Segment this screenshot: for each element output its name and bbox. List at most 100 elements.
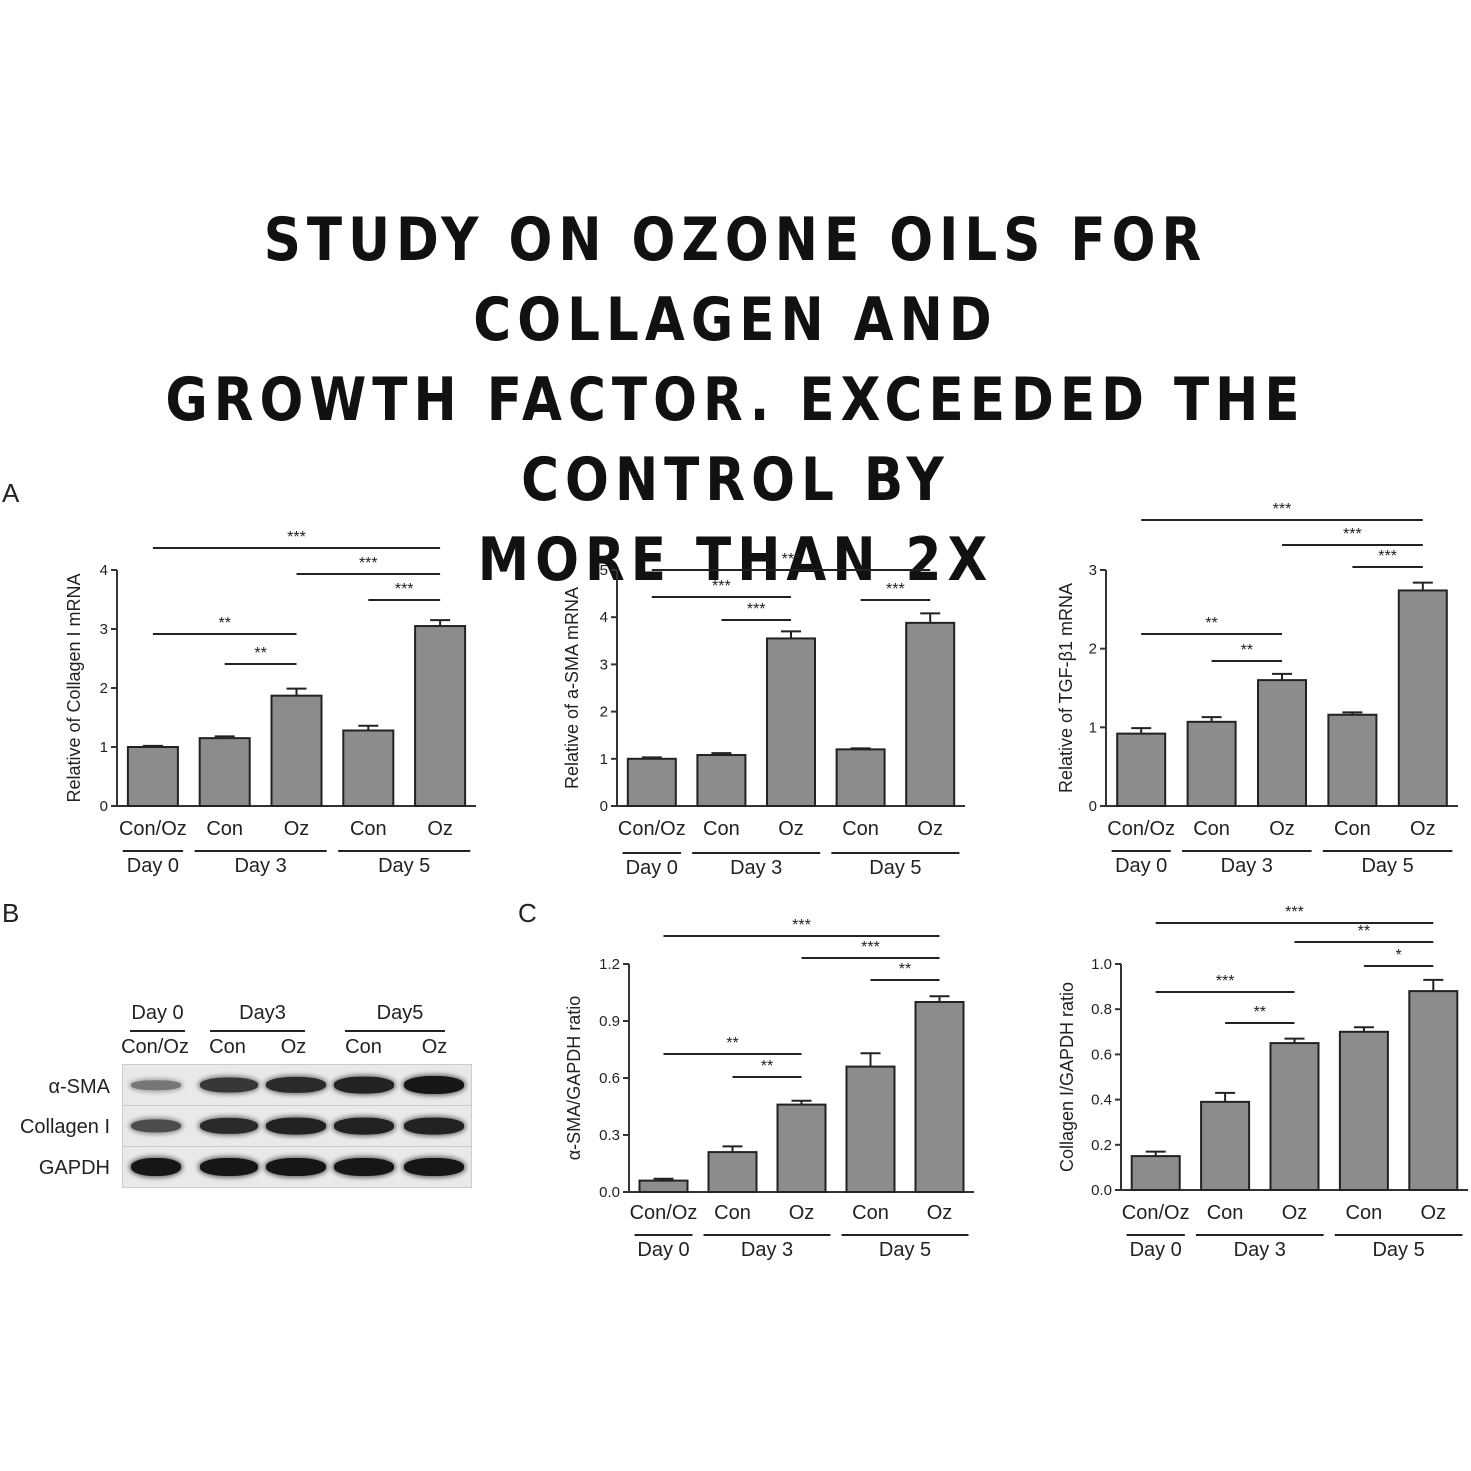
bar: [126, 746, 179, 807]
y-tick-label: 1.0: [1091, 956, 1112, 973]
bar: [905, 621, 956, 808]
bar: [776, 1103, 827, 1193]
blot-row-label: GAPDH: [38, 1157, 110, 1179]
significance-label: **: [218, 615, 230, 632]
blot-lane-label: Con: [209, 1036, 246, 1058]
blot-band: [131, 1119, 181, 1133]
western-blot: Day 0 Day3 Day5 Con/Oz Con Oz Con Oz α-S…: [0, 995, 480, 1225]
y-tick-label: 0.4: [1091, 1092, 1112, 1109]
significance-label: **: [1254, 1004, 1266, 1021]
significance-label: **: [761, 1058, 773, 1075]
blot-lane-label: Con: [345, 1036, 382, 1058]
y-tick-label: 1.2: [599, 956, 620, 973]
significance-label: *: [1395, 947, 1401, 964]
category-label: Con: [842, 818, 879, 840]
y-tick-label: 3: [100, 621, 108, 638]
blot-band: [404, 1117, 464, 1135]
bar: [1327, 713, 1378, 807]
category-label: Con: [1207, 1202, 1244, 1224]
y-tick-label: 0.0: [1091, 1182, 1112, 1199]
blot-band: [404, 1076, 464, 1094]
y-tick-label: 0.0: [599, 1184, 620, 1201]
blot-group-underline: [345, 1030, 445, 1032]
blot-lane-label: Oz: [421, 1036, 448, 1058]
category-label: Con: [350, 818, 387, 840]
category-label: Oz: [427, 818, 453, 840]
significance-label: ***: [1216, 973, 1235, 990]
category-label: Con/Oz: [630, 1202, 698, 1224]
group-label: Day 3: [1234, 1239, 1286, 1261]
group-label: Day 5: [1361, 855, 1413, 877]
headline-line-2: GROWTH FACTOR. EXCEEDED THE CONTROL BY: [165, 365, 1306, 515]
y-tick-label: 0.8: [1091, 1001, 1112, 1018]
category-label: Oz: [1421, 1202, 1447, 1224]
group-label: Day 0: [637, 1239, 689, 1261]
significance-label: **: [1358, 923, 1370, 940]
blot-row-label: Collagen I: [19, 1116, 110, 1138]
group-label: Day 5: [869, 857, 921, 879]
category-label: Con: [703, 818, 740, 840]
group-label: Day 0: [127, 855, 179, 877]
blot-group-underline: [130, 1030, 185, 1032]
group-label: Day 0: [1130, 1239, 1182, 1261]
bar: [1408, 990, 1459, 1191]
bar: [638, 1179, 689, 1193]
category-label: Oz: [1282, 1202, 1308, 1224]
category-label: Con/Oz: [1122, 1202, 1190, 1224]
y-tick-label: 1: [1089, 719, 1097, 736]
bar: [270, 694, 323, 807]
panel-label-a: A: [2, 478, 20, 508]
significance-label: ***: [1378, 548, 1397, 565]
group-label: Day 3: [730, 857, 782, 879]
significance-label: **: [1205, 615, 1217, 632]
blot-row-collagen: [122, 1105, 472, 1147]
category-label: Con/Oz: [119, 818, 187, 840]
headline: STUDY ON OZONE OILS FOR COLLAGEN AND GRO…: [103, 200, 1368, 600]
significance-label: **: [1241, 642, 1253, 659]
y-tick-label: 2: [600, 704, 608, 721]
category-label: Oz: [1410, 818, 1436, 840]
y-axis-label: α-SMA/GAPDH ratio: [564, 996, 584, 1160]
y-tick-label: 3: [600, 656, 608, 673]
bar: [1257, 679, 1307, 808]
group-label: Day 5: [879, 1239, 931, 1261]
significance-label: ***: [792, 917, 811, 934]
blot-lane-label: Con/Oz: [121, 1036, 189, 1058]
blot-band: [334, 1117, 394, 1135]
blot-band: [200, 1117, 258, 1135]
group-label: Day 3: [1221, 855, 1273, 877]
category-label: Con: [206, 818, 243, 840]
y-tick-label: 2: [100, 680, 108, 697]
category-label: Oz: [284, 818, 310, 840]
bar: [414, 625, 467, 807]
category-label: Oz: [927, 1202, 953, 1224]
blot-band: [200, 1077, 258, 1093]
category-label: Con: [1334, 818, 1371, 840]
y-tick-label: 0: [1089, 798, 1097, 815]
bar: [626, 757, 677, 807]
y-tick-label: 0.9: [599, 1013, 620, 1030]
significance-label: **: [899, 961, 911, 978]
bar: [707, 1151, 758, 1193]
headline-line-1: STUDY ON OZONE OILS FOR COLLAGEN AND: [263, 205, 1208, 355]
blot-group-day0: Day 0: [131, 1002, 184, 1024]
category-label: Con: [852, 1202, 889, 1224]
significance-label: **: [254, 645, 266, 662]
blot-band: [266, 1158, 326, 1176]
bar: [766, 637, 816, 807]
y-axis-label: Relative of Collagen I mRNA: [64, 573, 84, 802]
blot-row-gapdh: [122, 1146, 472, 1188]
y-tick-label: 4: [600, 609, 608, 626]
panel-label-b: B: [2, 898, 20, 928]
y-tick-label: 1: [100, 739, 108, 756]
bar: [914, 1001, 965, 1193]
category-label: Oz: [778, 818, 804, 840]
significance-label: ***: [1285, 904, 1304, 921]
category-label: Con/Oz: [618, 818, 686, 840]
y-tick-label: 0: [100, 798, 108, 815]
blot-band: [334, 1158, 394, 1176]
y-tick-label: 0.2: [1091, 1137, 1112, 1154]
bar: [1186, 720, 1237, 807]
blot-band: [334, 1076, 394, 1094]
blot-group-day5: Day5: [376, 1002, 424, 1024]
